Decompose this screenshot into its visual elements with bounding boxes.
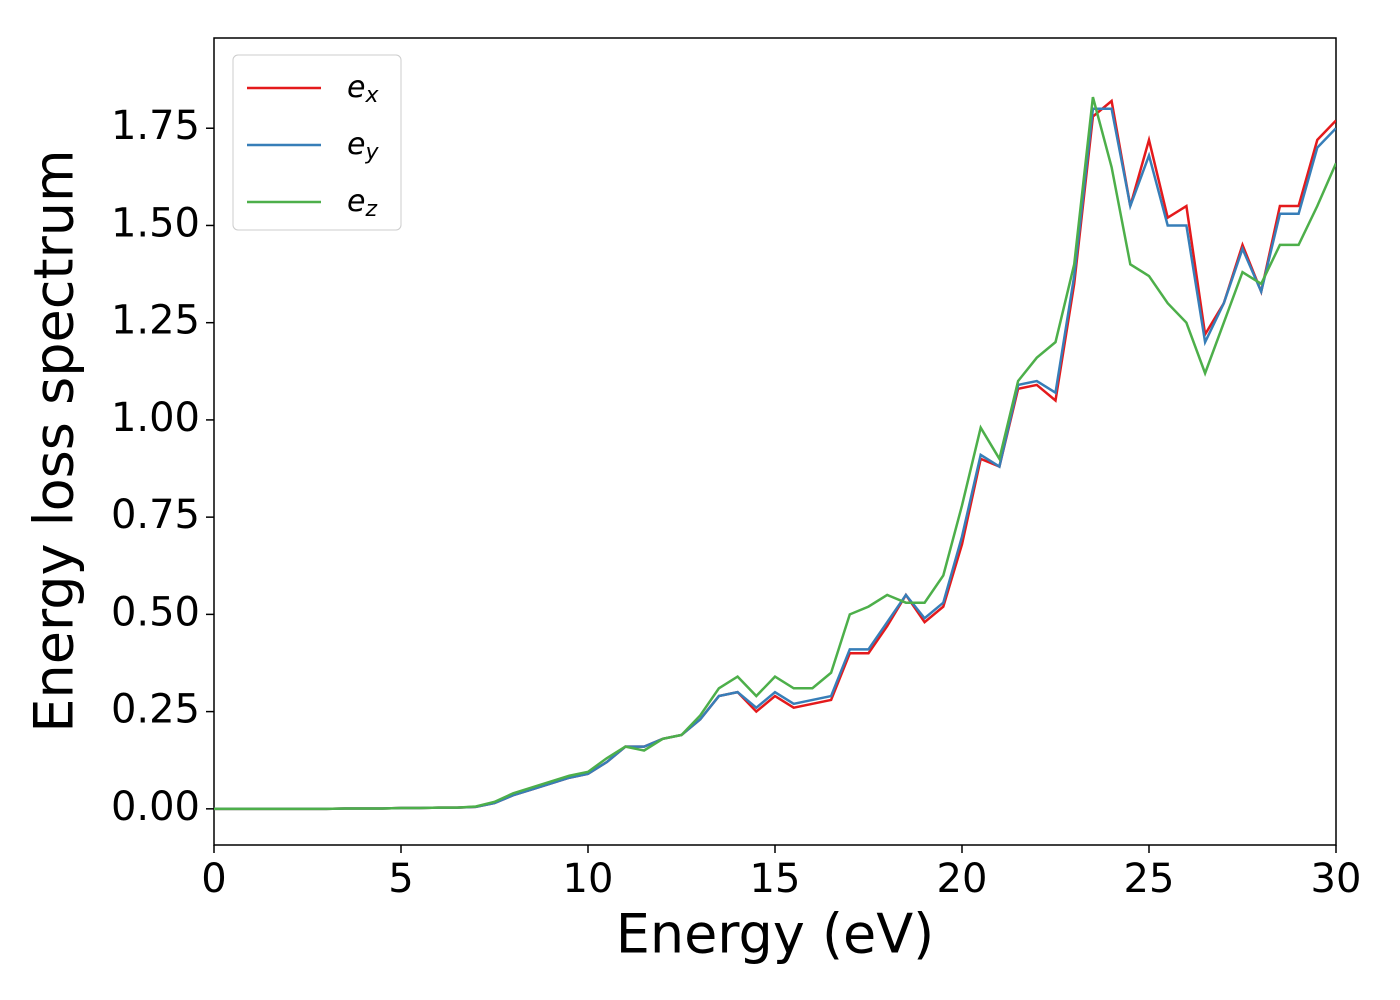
legend-label: ex: [347, 70, 379, 109]
y-tick-label: 0.25: [111, 687, 200, 733]
series-line: [214, 96, 1336, 811]
x-tick-label: 15: [750, 856, 801, 902]
y-tick-label: 1.25: [111, 298, 200, 344]
y-tick-label: 1.00: [111, 395, 200, 441]
legend-label: ey: [347, 127, 379, 166]
x-tick-label: 5: [388, 856, 413, 902]
y-tick-label: 1.75: [111, 103, 200, 149]
x-tick-label: 20: [937, 856, 988, 902]
y-axis-label: Energy loss spectrum: [23, 149, 86, 732]
x-tick-label: 30: [1311, 856, 1362, 902]
y-tick-label: 1.50: [111, 200, 200, 246]
x-tick-label: 0: [201, 856, 226, 902]
y-tick-label: 0.50: [111, 589, 200, 635]
x-axis-label: Energy (eV): [616, 903, 935, 966]
y-tick-label: 0.75: [111, 492, 200, 538]
legend-box: [232, 54, 402, 231]
y-tick-label: 0.00: [111, 784, 200, 830]
x-tick-label: 10: [563, 856, 614, 902]
x-tick-label: 25: [1124, 856, 1175, 902]
legend-label: ez: [347, 184, 377, 223]
